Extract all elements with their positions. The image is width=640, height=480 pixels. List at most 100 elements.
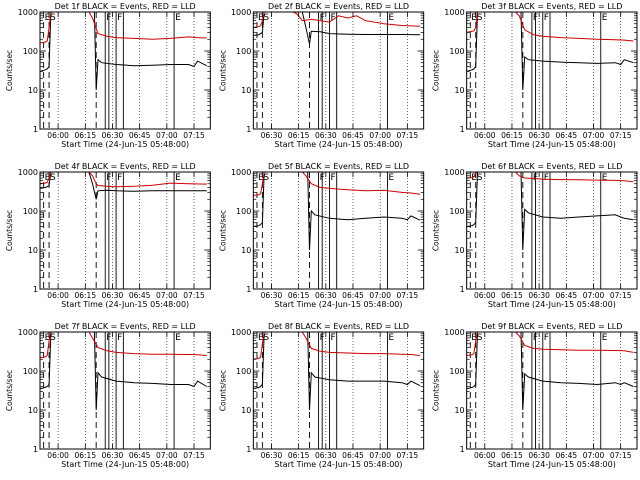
y-axis-title: Counts/sec [218,50,227,91]
x-tick-label: 06:45 [129,131,151,140]
y-tick-label: 1000 [444,328,464,337]
x-tick-label: 07:00 [156,131,178,140]
marker-label: E [602,333,608,343]
x-tick-label: 07:00 [156,451,178,460]
lld-line [253,12,421,28]
x-tick-label: 07:15 [183,451,205,460]
marker-label: E [258,13,264,23]
y-tick-label: 100 [23,367,38,376]
x-tick-label: 06:45 [556,291,578,300]
y-axis-title: Counts/sec [432,210,441,251]
y-tick-label: 1 [246,285,251,294]
marker-label: E [471,13,477,23]
marker-label: S [477,333,483,343]
events-line [253,332,421,411]
marker-label: S [477,173,483,183]
panel-title: Det 6f BLACK = Events, RED = LLD [481,162,622,171]
y-tick-label: 100 [236,367,251,376]
x-tick-label: 06:45 [556,131,578,140]
events-line [253,172,421,251]
y-axis-title: Counts/sec [432,370,441,411]
y-tick-label: 1 [33,125,38,134]
panel-1: Det 1f BLACK = Events, RED = LLDESFFE110… [5,2,211,149]
panel-title: Det 1f BLACK = Events, RED = LLD [55,2,196,11]
y-tick-label: 100 [23,47,38,56]
events-line [253,12,421,45]
x-tick-label: 06:45 [342,451,364,460]
lld-line [253,172,421,196]
x-tick-label: 06:30 [315,131,337,140]
x-tick-label: 06:30 [261,451,283,460]
panel-3: Det 3f BLACK = Events, RED = LLDESFFE110… [432,2,638,149]
y-tick-label: 1 [246,445,251,454]
marker-label: F [117,173,122,183]
y-tick-label: 100 [236,47,251,56]
x-tick-label: 06:00 [474,131,496,140]
events-line [40,172,207,200]
y-tick-label: 1000 [18,328,38,337]
y-axis-title: Counts/sec [432,50,441,91]
x-axis-title: Start Time (24-Jun-15 05:48:00) [488,460,616,469]
panel-title: Det 4f BLACK = Events, RED = LLD [55,162,196,171]
panel-title: Det 7f BLACK = Events, RED = LLD [55,322,196,331]
x-tick-label: 06:30 [528,291,550,300]
plot-frame [466,331,638,450]
x-tick-label: 06:00 [474,291,496,300]
x-tick-label: 06:00 [47,451,69,460]
panel-6: Det 6f BLACK = Events, RED = LLDESFFE110… [432,162,638,309]
x-tick-label: 07:00 [583,451,605,460]
y-tick-label: 100 [449,367,464,376]
lld-line [40,172,207,188]
y-tick-label: 100 [449,207,464,216]
marker-label: E [258,333,264,343]
panel-title: Det 8f BLACK = Events, RED = LLD [268,322,409,331]
x-tick-label: 06:15 [501,131,523,140]
marker-label: F [544,173,549,183]
plot-frame [39,331,211,450]
x-tick-label: 06:00 [47,131,69,140]
x-axis-title: Start Time (24-Jun-15 05:48:00) [275,300,403,309]
x-tick-label: 06:15 [288,131,310,140]
x-tick-label: 06:15 [288,451,310,460]
events-line [466,332,634,411]
x-axis-title: Start Time (24-Jun-15 05:48:00) [61,300,189,309]
y-axis-title: Counts/sec [5,50,14,91]
x-tick-label: 07:15 [183,131,205,140]
x-tick-label: 06:15 [501,451,523,460]
y-tick-label: 10 [28,246,38,255]
x-axis-title: Start Time (24-Jun-15 05:48:00) [61,140,189,149]
events-line [466,12,634,91]
panel-title: Det 3f BLACK = Events, RED = LLD [481,2,622,11]
x-tick-label: 06:15 [288,291,310,300]
y-axis-title: Counts/sec [5,370,14,411]
plot-frame [252,331,425,450]
y-axis-title: Counts/sec [5,210,14,251]
x-tick-label: 06:30 [528,131,550,140]
events-line [466,172,634,251]
x-tick-label: 06:45 [556,451,578,460]
marker-label: E [175,173,181,183]
x-tick-label: 07:00 [583,131,605,140]
x-axis-title: Start Time (24-Jun-15 05:48:00) [275,140,403,149]
y-axis-title: Counts/sec [218,210,227,251]
marker-label: F [330,173,335,183]
lld-line [253,332,421,360]
panel-8: Det 8f BLACK = Events, RED = LLDESFFE110… [218,322,425,469]
marker-label: E [258,173,264,183]
marker-label: S [50,13,56,23]
x-tick-label: 06:15 [501,291,523,300]
plot-frame [252,171,425,290]
y-tick-label: 100 [23,207,38,216]
x-tick-label: 06:30 [102,451,124,460]
panel-title: Det 5f BLACK = Events, RED = LLD [268,162,409,171]
marker-label: E [45,13,51,23]
y-tick-label: 10 [241,406,251,415]
y-tick-label: 1 [460,285,465,294]
y-tick-label: 1000 [18,8,38,17]
x-tick-label: 07:00 [369,451,391,460]
x-tick-label: 06:15 [74,291,96,300]
y-tick-label: 1 [246,125,251,134]
y-tick-label: 100 [236,207,251,216]
